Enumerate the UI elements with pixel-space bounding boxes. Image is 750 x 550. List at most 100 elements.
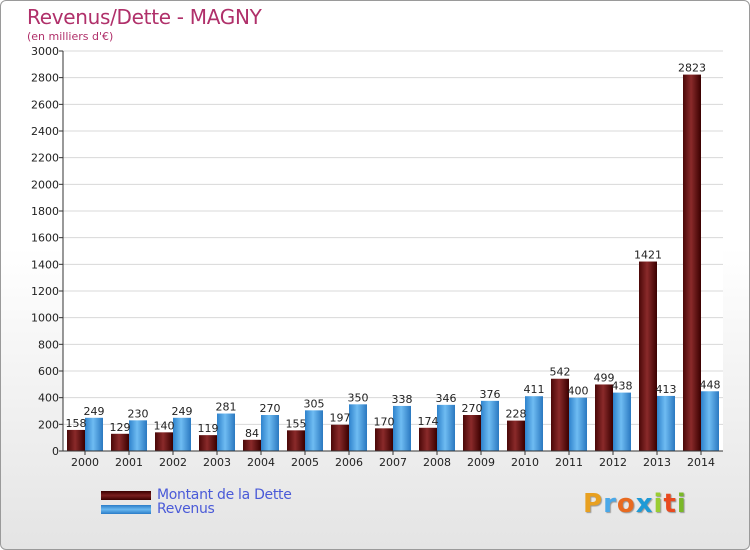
bar-debt bbox=[595, 384, 613, 451]
y-tick-label: 0 bbox=[52, 445, 59, 458]
y-tick-label: 2800 bbox=[31, 72, 59, 85]
data-label-revenue: 346 bbox=[436, 392, 457, 405]
bar-revenue bbox=[261, 415, 279, 451]
legend-swatch-revenue bbox=[101, 504, 151, 514]
data-label-revenue: 400 bbox=[568, 385, 589, 398]
chart-subtitle: (en milliers d'€) bbox=[27, 30, 114, 43]
data-label-revenue: 350 bbox=[348, 391, 369, 404]
data-label-debt: 158 bbox=[66, 417, 87, 430]
data-label-debt: 270 bbox=[462, 402, 483, 415]
x-tick-label: 2012 bbox=[599, 456, 627, 469]
bar-debt bbox=[551, 378, 569, 451]
x-tick-label: 2002 bbox=[159, 456, 187, 469]
legend-item-debt: Montant de la Dette bbox=[101, 487, 292, 503]
data-label-revenue: 376 bbox=[480, 388, 501, 401]
bar-debt bbox=[683, 74, 701, 451]
bar-debt bbox=[199, 435, 217, 451]
y-tick-label: 400 bbox=[38, 392, 59, 405]
y-tick-label: 2400 bbox=[31, 125, 59, 138]
bar-revenue bbox=[437, 404, 455, 451]
bar-debt bbox=[375, 428, 393, 451]
data-label-debt: 155 bbox=[286, 417, 307, 430]
bar-debt bbox=[463, 415, 481, 451]
bar-debt bbox=[287, 430, 305, 451]
bar-revenue bbox=[569, 397, 587, 451]
legend-item-revenue: Revenus bbox=[101, 501, 215, 517]
x-tick-label: 2013 bbox=[643, 456, 671, 469]
data-label-debt: 499 bbox=[594, 371, 615, 384]
bar-revenue bbox=[173, 417, 191, 451]
data-label-debt: 542 bbox=[550, 366, 571, 379]
legend-swatch-debt bbox=[101, 490, 151, 500]
y-tick-label: 1800 bbox=[31, 205, 59, 218]
y-tick-label: 3000 bbox=[31, 45, 59, 58]
bar-debt bbox=[243, 439, 261, 451]
data-label-debt: 228 bbox=[506, 408, 527, 421]
data-label-debt: 197 bbox=[330, 412, 351, 425]
data-label-revenue: 338 bbox=[392, 393, 413, 406]
x-tick-label: 2004 bbox=[247, 456, 275, 469]
data-label-debt: 174 bbox=[418, 415, 439, 428]
x-tick-label: 2011 bbox=[555, 456, 583, 469]
x-tick-label: 2005 bbox=[291, 456, 319, 469]
bar-revenue bbox=[481, 400, 499, 451]
proxiti-logo: Proxiti bbox=[583, 489, 687, 519]
x-tick-label: 2009 bbox=[467, 456, 495, 469]
data-label-revenue: 413 bbox=[656, 383, 677, 396]
y-tick-label: 200 bbox=[38, 418, 59, 431]
bar-debt bbox=[111, 433, 129, 451]
x-tick-label: 2003 bbox=[203, 456, 231, 469]
bar-debt bbox=[331, 424, 349, 451]
bar-debt bbox=[419, 427, 437, 451]
bar-revenue bbox=[613, 392, 631, 451]
bar-debt bbox=[639, 261, 657, 451]
data-label-debt: 2823 bbox=[678, 62, 706, 75]
x-tick-label: 2006 bbox=[335, 456, 363, 469]
bar-revenue bbox=[85, 417, 103, 451]
x-tick-label: 2001 bbox=[115, 456, 143, 469]
chart-title: Revenus/Dette - MAGNY bbox=[27, 5, 262, 29]
y-tick-label: 1000 bbox=[31, 312, 59, 325]
logo-letter: P bbox=[583, 489, 604, 519]
logo-letter: i bbox=[676, 489, 687, 519]
y-tick-label: 600 bbox=[38, 365, 59, 378]
y-tick-label: 1200 bbox=[31, 285, 59, 298]
x-tick-label: 2007 bbox=[379, 456, 407, 469]
y-tick-label: 2200 bbox=[31, 152, 59, 165]
data-label-revenue: 249 bbox=[172, 405, 193, 418]
x-tick-label: 2014 bbox=[687, 456, 715, 469]
y-tick-label: 2000 bbox=[31, 178, 59, 191]
logo-letter: r bbox=[603, 489, 617, 519]
y-tick-label: 1400 bbox=[31, 258, 59, 271]
data-label-revenue: 249 bbox=[84, 405, 105, 418]
bar-revenue bbox=[393, 405, 411, 451]
x-tick-label: 2008 bbox=[423, 456, 451, 469]
data-label-revenue: 305 bbox=[304, 397, 325, 410]
y-tick-label: 800 bbox=[38, 338, 59, 351]
data-label-revenue: 230 bbox=[128, 407, 149, 420]
data-label-revenue: 438 bbox=[612, 380, 633, 393]
bar-revenue bbox=[701, 391, 719, 451]
data-label-debt: 140 bbox=[154, 419, 175, 432]
y-tick-label: 2600 bbox=[31, 98, 59, 111]
data-label-debt: 119 bbox=[198, 422, 219, 435]
bar-revenue bbox=[349, 404, 367, 451]
legend-label-debt: Montant de la Dette bbox=[157, 487, 292, 503]
bar-debt bbox=[155, 432, 173, 451]
legend-label-revenue: Revenus bbox=[157, 501, 215, 517]
bar-revenue bbox=[525, 396, 543, 451]
bar-debt bbox=[507, 420, 525, 451]
data-label-debt: 129 bbox=[110, 421, 131, 434]
data-label-revenue: 448 bbox=[700, 378, 721, 391]
data-label-revenue: 411 bbox=[524, 383, 545, 396]
logo-letter: i bbox=[653, 489, 664, 519]
data-label-debt: 1421 bbox=[634, 249, 662, 262]
bar-revenue bbox=[217, 413, 235, 451]
bar-revenue bbox=[129, 420, 147, 451]
data-label-debt: 84 bbox=[245, 427, 259, 440]
bar-revenue bbox=[305, 410, 323, 451]
logo-letter: o bbox=[616, 489, 636, 519]
x-tick-label: 2010 bbox=[511, 456, 539, 469]
